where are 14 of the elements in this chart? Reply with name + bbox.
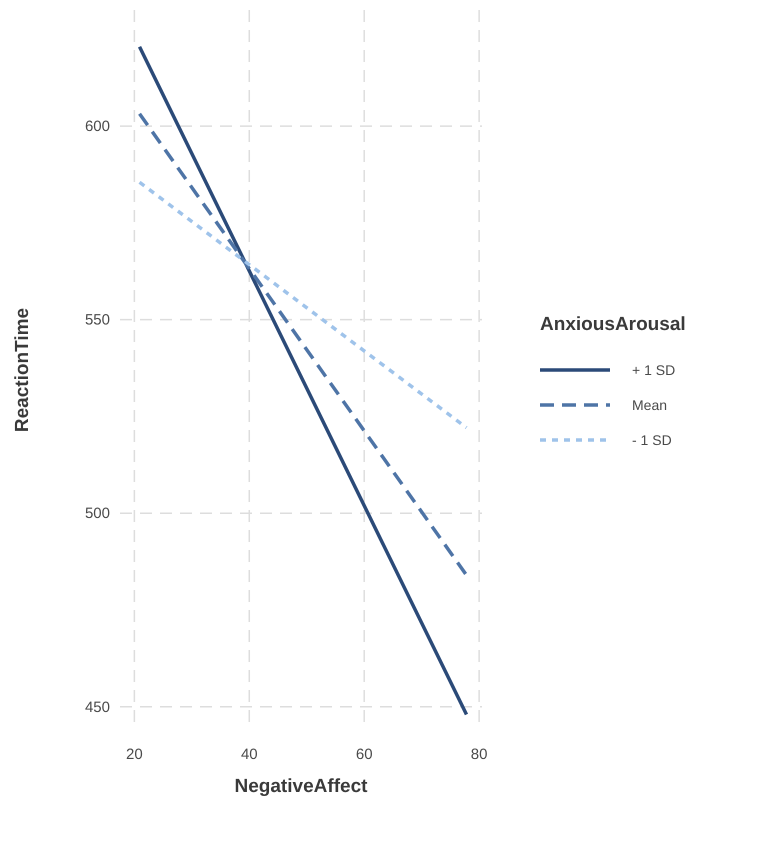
- x-tick-label: 60: [356, 746, 373, 763]
- y-tick-label: 600: [84, 118, 110, 136]
- legend-title: AnxiousArousal: [540, 314, 686, 335]
- x-axis-title: NegativeAffect: [234, 776, 368, 797]
- x-tick-label: 40: [240, 746, 258, 763]
- x-tick-label: 80: [470, 746, 488, 763]
- legend-label: Mean: [632, 397, 668, 413]
- legend-label: + 1 SD: [632, 362, 676, 378]
- y-tick-label: 500: [84, 505, 110, 522]
- x-tick-label: 20: [126, 746, 143, 763]
- y-tick-label: 550: [84, 312, 110, 329]
- y-tick-label: 450: [84, 698, 110, 716]
- y-axis-title: ReactionTime: [12, 308, 33, 432]
- legend-label: - 1 SD: [632, 432, 672, 448]
